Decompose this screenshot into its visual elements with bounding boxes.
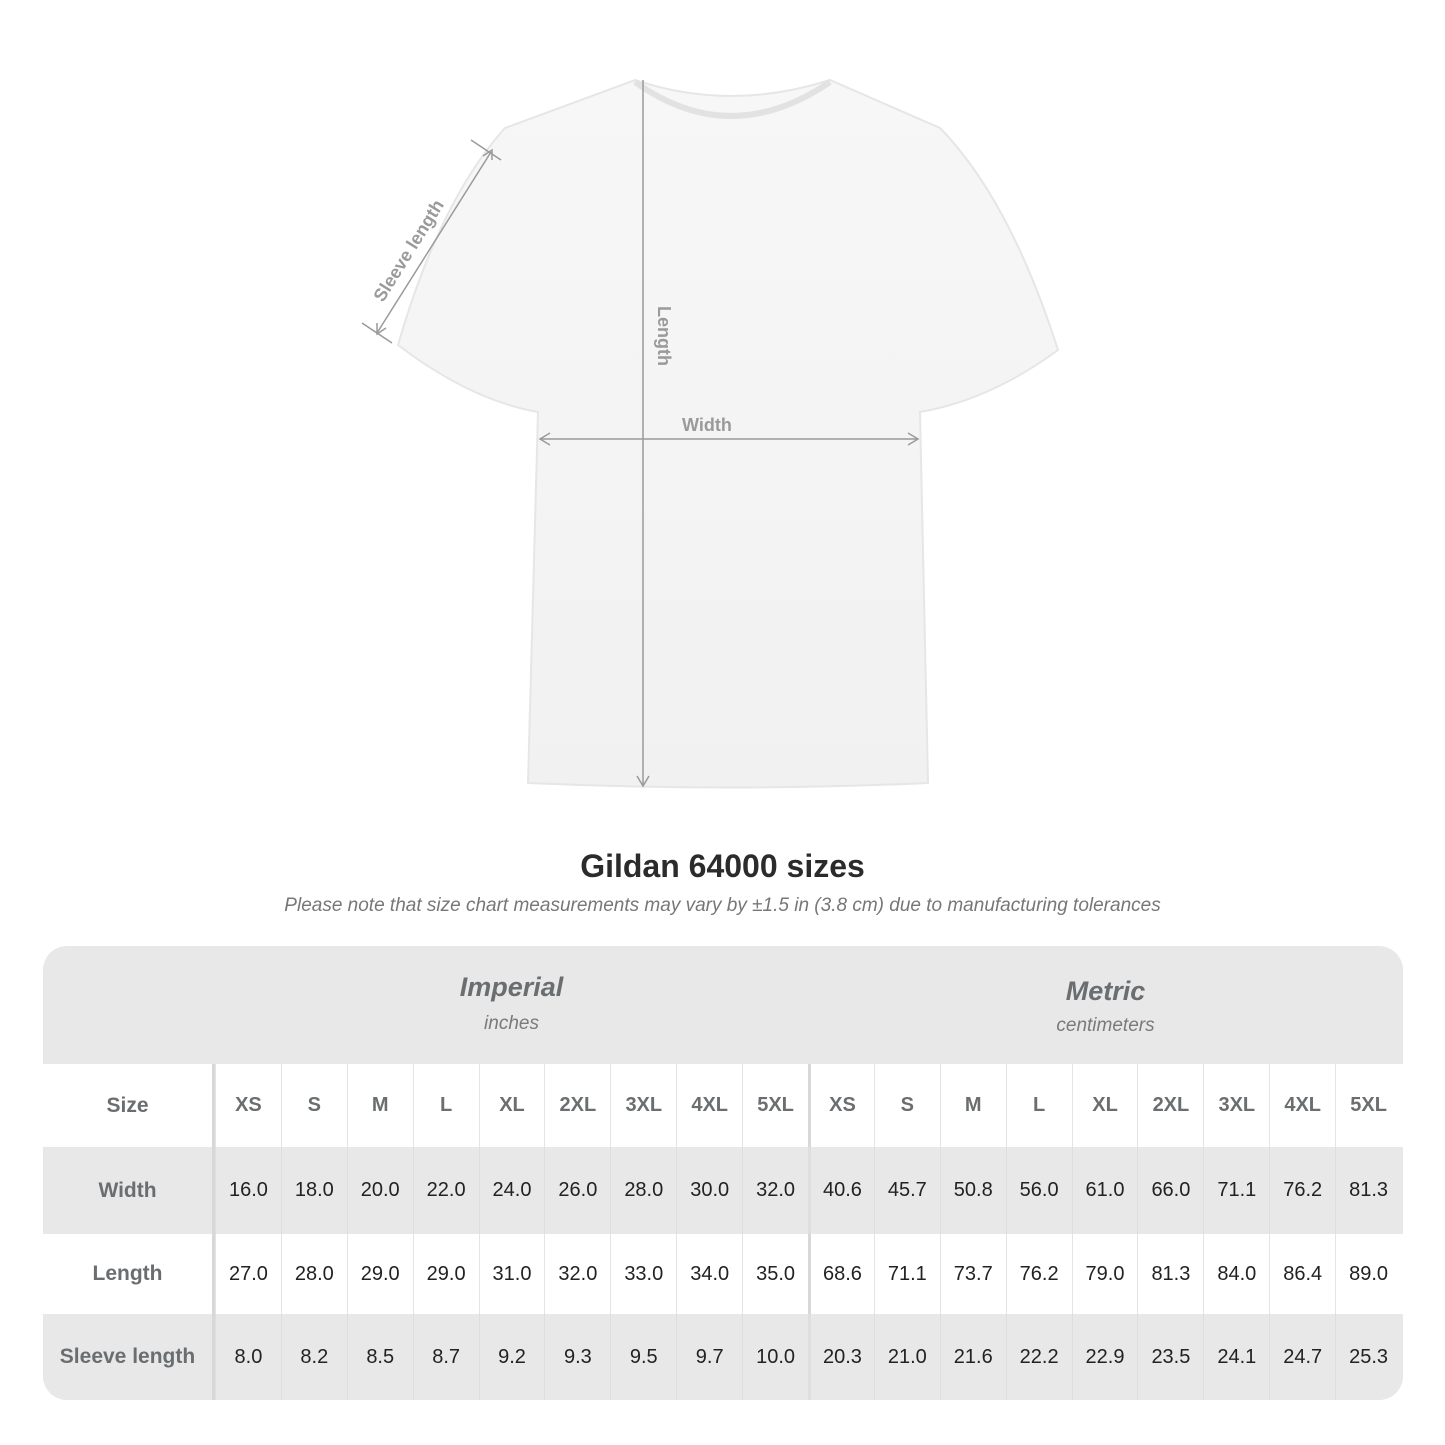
size-header-cell: M [346, 1064, 413, 1147]
value-cell: 21.6 [939, 1314, 1006, 1400]
size-header-cell: XL [478, 1064, 545, 1147]
tshirt-image [396, 78, 1060, 789]
size-header-cell: 3XL [1203, 1064, 1269, 1147]
value-cell: 27.0 [215, 1234, 281, 1314]
value-cell: 28.0 [280, 1234, 347, 1314]
value-cell: 50.8 [939, 1147, 1006, 1234]
size-header-cell: 5XL [742, 1064, 808, 1147]
value-cell: 32.0 [742, 1147, 808, 1234]
row-label: Length [43, 1234, 215, 1314]
value-cell: 35.0 [742, 1234, 808, 1314]
size-header-cell: 3XL [610, 1064, 676, 1147]
value-cell: 76.2 [1269, 1147, 1335, 1234]
table-row: Length 27.0 28.0 29.0 29.0 31.0 32.0 33.0 34.0 35… [43, 1234, 1403, 1314]
size-table: Imperial inches Metric centimeters Size X… [43, 946, 1403, 1400]
size-header-cell: XS [808, 1064, 874, 1147]
value-cell: 29.0 [412, 1234, 479, 1314]
value-cell: 68.6 [808, 1234, 874, 1314]
row-label: Width [43, 1147, 215, 1234]
value-cell: 40.6 [808, 1147, 874, 1234]
metric-header: Metric centimeters [808, 946, 1403, 1064]
row-label: Size [43, 1064, 215, 1147]
tshirt-diagram: Sleeve length Length Width [361, 78, 1060, 789]
value-cell: 8.0 [215, 1314, 281, 1400]
value-cell: 24.0 [478, 1147, 545, 1234]
size-header-cell: L [1005, 1064, 1072, 1147]
tolerance-note: Please note that size chart measurements… [284, 895, 1161, 916]
value-cell: 66.0 [1137, 1147, 1203, 1234]
imperial-header: Imperial inches [215, 946, 808, 1064]
value-cell: 9.3 [544, 1314, 610, 1400]
value-cell: 32.0 [544, 1234, 610, 1314]
value-cell: 89.0 [1335, 1234, 1401, 1314]
value-cell: 56.0 [1005, 1147, 1072, 1234]
value-cell: 28.0 [610, 1147, 676, 1234]
imperial-title: Imperial [459, 972, 564, 1002]
value-cell: 31.0 [478, 1234, 545, 1314]
value-cell: 20.3 [808, 1314, 874, 1400]
value-cell: 71.1 [873, 1234, 940, 1314]
length-label: Length [654, 306, 674, 366]
value-cell: 71.1 [1203, 1147, 1269, 1234]
size-header-cell: 4XL [676, 1064, 742, 1147]
value-cell: 8.5 [346, 1314, 413, 1400]
value-cell: 73.7 [939, 1234, 1006, 1314]
value-cell: 9.2 [478, 1314, 545, 1400]
value-cell: 81.3 [1335, 1147, 1401, 1234]
value-cell: 8.7 [412, 1314, 479, 1400]
size-header-cell: XL [1071, 1064, 1138, 1147]
value-cell: 79.0 [1071, 1234, 1138, 1314]
value-cell: 21.0 [873, 1314, 940, 1400]
size-header-cell: 4XL [1269, 1064, 1335, 1147]
value-cell: 30.0 [676, 1147, 742, 1234]
size-header-cell: XS [215, 1064, 281, 1147]
table-row: Width 16.0 18.0 20.0 22.0 24.0 26.0 28.0 30.0 32.… [43, 1147, 1403, 1234]
size-header-cell: 5XL [1335, 1064, 1401, 1147]
value-cell: 45.7 [873, 1147, 940, 1234]
value-cell: 61.0 [1071, 1147, 1138, 1234]
sleeve-line [376, 151, 492, 334]
value-cell: 22.9 [1071, 1314, 1138, 1400]
metric-title: Metric [1065, 976, 1146, 1006]
table-row: Sleeve length 8.0 8.2 8.5 8.7 9.2 9.3 9.5 9.7 10.… [43, 1314, 1403, 1400]
value-cell: 24.1 [1203, 1314, 1269, 1400]
value-cell: 84.0 [1203, 1234, 1269, 1314]
value-cell: 86.4 [1269, 1234, 1335, 1314]
metric-unit: centimeters [1056, 1015, 1155, 1036]
value-cell: 26.0 [544, 1147, 610, 1234]
size-header-cell: 2XL [1137, 1064, 1203, 1147]
value-cell: 22.2 [1005, 1314, 1072, 1400]
value-cell: 16.0 [215, 1147, 281, 1234]
size-header-cell: M [939, 1064, 1006, 1147]
value-cell: 29.0 [346, 1234, 413, 1314]
size-header-cell: 2XL [544, 1064, 610, 1147]
collar [633, 79, 832, 119]
value-cell: 25.3 [1335, 1314, 1401, 1400]
size-header-cell: S [280, 1064, 347, 1147]
value-cell: 9.5 [610, 1314, 676, 1400]
value-cell: 8.2 [280, 1314, 347, 1400]
imperial-unit: inches [484, 1013, 539, 1034]
size-header-cell: L [412, 1064, 479, 1147]
value-cell: 20.0 [346, 1147, 413, 1234]
value-cell: 76.2 [1005, 1234, 1072, 1314]
value-cell: 81.3 [1137, 1234, 1203, 1314]
size-row: Size XS S M L XL 2XL 3XL 4XL 5XL XS S M L XL 2XL 3XL 4XL 5… [43, 1064, 1403, 1147]
row-label: Sleeve length [43, 1314, 215, 1400]
value-cell: 22.0 [412, 1147, 479, 1234]
value-cell: 9.7 [676, 1314, 742, 1400]
value-cell: 33.0 [610, 1234, 676, 1314]
value-cell: 24.7 [1269, 1314, 1335, 1400]
value-cell: 18.0 [280, 1147, 347, 1234]
value-cell: 23.5 [1137, 1314, 1203, 1400]
page-title: Gildan 64000 sizes [580, 848, 865, 884]
value-cell: 34.0 [676, 1234, 742, 1314]
width-label: Width [682, 415, 732, 435]
value-cell: 10.0 [742, 1314, 808, 1400]
size-header-cell: S [873, 1064, 940, 1147]
